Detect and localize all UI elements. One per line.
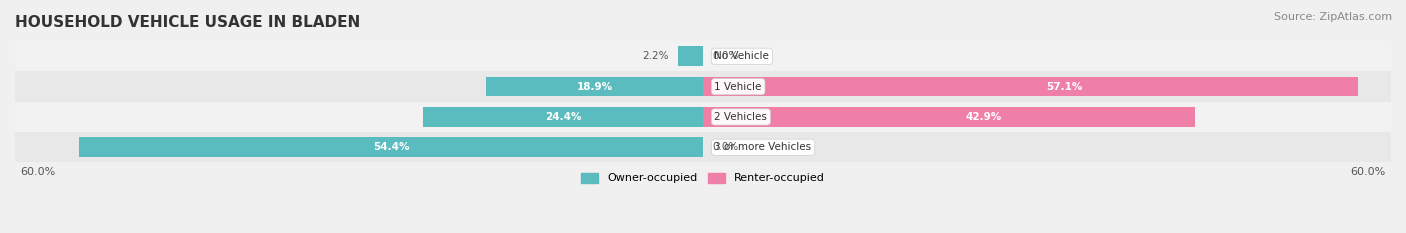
Bar (15, 41, 1391, 72)
Text: 18.9%: 18.9% (576, 82, 613, 92)
Bar (486, 77, 703, 96)
Text: 42.9%: 42.9% (966, 112, 1001, 122)
Text: 2.2%: 2.2% (643, 51, 669, 61)
Text: 57.1%: 57.1% (1046, 82, 1083, 92)
Text: Source: ZipAtlas.com: Source: ZipAtlas.com (1274, 12, 1392, 22)
Bar (15, 102, 1391, 132)
Legend: Owner-occupied, Renter-occupied: Owner-occupied, Renter-occupied (576, 168, 830, 188)
Text: 3 or more Vehicles: 3 or more Vehicles (714, 142, 811, 152)
Bar (678, 46, 703, 66)
Text: 54.4%: 54.4% (373, 142, 409, 152)
Text: No Vehicle: No Vehicle (714, 51, 769, 61)
Text: 0.0%: 0.0% (713, 142, 738, 152)
Bar (15, 132, 1391, 162)
Text: HOUSEHOLD VEHICLE USAGE IN BLADEN: HOUSEHOLD VEHICLE USAGE IN BLADEN (15, 15, 360, 30)
Bar (15, 72, 1391, 102)
Bar (703, 107, 1195, 127)
Text: 2 Vehicles: 2 Vehicles (714, 112, 768, 122)
Text: 60.0%: 60.0% (1350, 167, 1385, 177)
Text: 24.4%: 24.4% (546, 112, 581, 122)
Text: 0.0%: 0.0% (713, 51, 738, 61)
Bar (703, 77, 1358, 96)
Bar (423, 107, 703, 127)
Text: 60.0%: 60.0% (21, 167, 56, 177)
Text: 1 Vehicle: 1 Vehicle (714, 82, 762, 92)
Bar (79, 137, 703, 157)
